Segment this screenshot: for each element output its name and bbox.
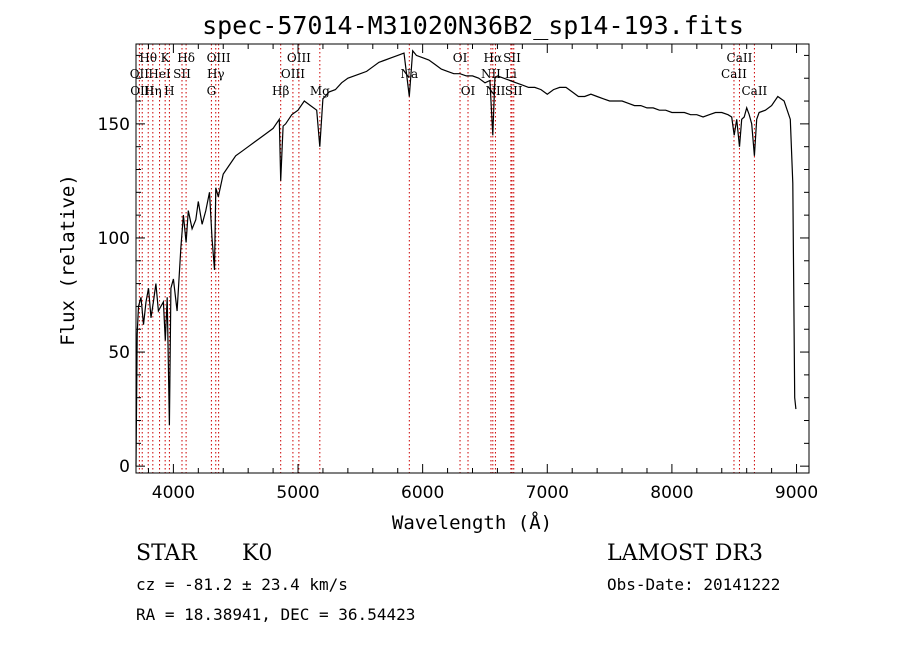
spectral-line-label: OII [130,67,150,81]
spectral-line-label: OI [461,84,476,98]
spectral-line-label: H [164,84,174,98]
y-tick-label: 0 [119,457,130,477]
spectral-line-markers [138,44,755,473]
spectral-line-label: Hα [484,51,503,65]
spectral-line-label: Li [505,67,517,81]
x-tick-label: 5000 [276,483,319,503]
spectral-line-label: SII [173,67,191,81]
x-axis-label: Wavelength (Å) [392,511,552,534]
spectral-line-label: NII [485,84,505,98]
spectral-line-label: Hβ [272,84,289,98]
x-tick-label: 9000 [775,483,818,503]
ra-dec-coordinates: RA = 18.38941, DEC = 36.54423 [136,605,415,624]
spectral-line-label: CaII [727,51,753,65]
spectral-line-label: Hη [144,84,162,98]
observation-date: Obs-Date: 20141222 [607,575,780,594]
y-axis-label: Flux (relative) [57,174,79,346]
spectral-line-label: Mg [310,84,330,98]
y-axis-ticks: 0 50 100 150 [98,54,809,477]
spectral-line-label: OI [453,51,468,65]
spectral-line-label: NII [481,67,501,81]
spectral-line-label: K [161,51,171,65]
spectral-line-label: SII [503,51,521,65]
x-tick-label: 4000 [152,483,195,503]
spectral-line-label: Hδ [177,51,195,65]
spectral-line-label: Na [400,67,418,81]
spectral-line-label: OIII [287,51,311,65]
x-axis-ticks: 4000 5000 6000 7000 8000 9000 [147,44,818,503]
flux-series-line [135,49,797,467]
survey-name: LAMOST DR3 [607,541,763,566]
spectral-line-label: Hθ [139,51,157,65]
object-class: STAR [136,541,198,566]
x-tick-label: 6000 [401,483,444,503]
spectral-line-label: OIII [281,67,305,81]
spectral-line-label: Hγ [207,67,225,81]
object-subclass: K0 [242,541,272,566]
spectral-line-label: CaII [721,67,747,81]
redshift-cz: cz = -81.2 ± 23.4 km/s [136,575,348,594]
plot-frame [135,43,810,474]
chart-title: spec-57014-M31020N36B2_sp14-193.fits [202,11,744,40]
spectral-line-label: SII [505,84,523,98]
y-tick-label: 150 [98,115,130,135]
spectral-line-label: CaII [741,84,767,98]
x-tick-label: 7000 [526,483,569,503]
spectral-line-label: OIII [207,51,231,65]
x-tick-label: 8000 [650,483,693,503]
spectral-line-label: G [207,84,217,98]
spectral-line-label: HeI [148,67,171,81]
y-tick-label: 100 [98,229,130,249]
y-tick-label: 50 [108,343,130,363]
